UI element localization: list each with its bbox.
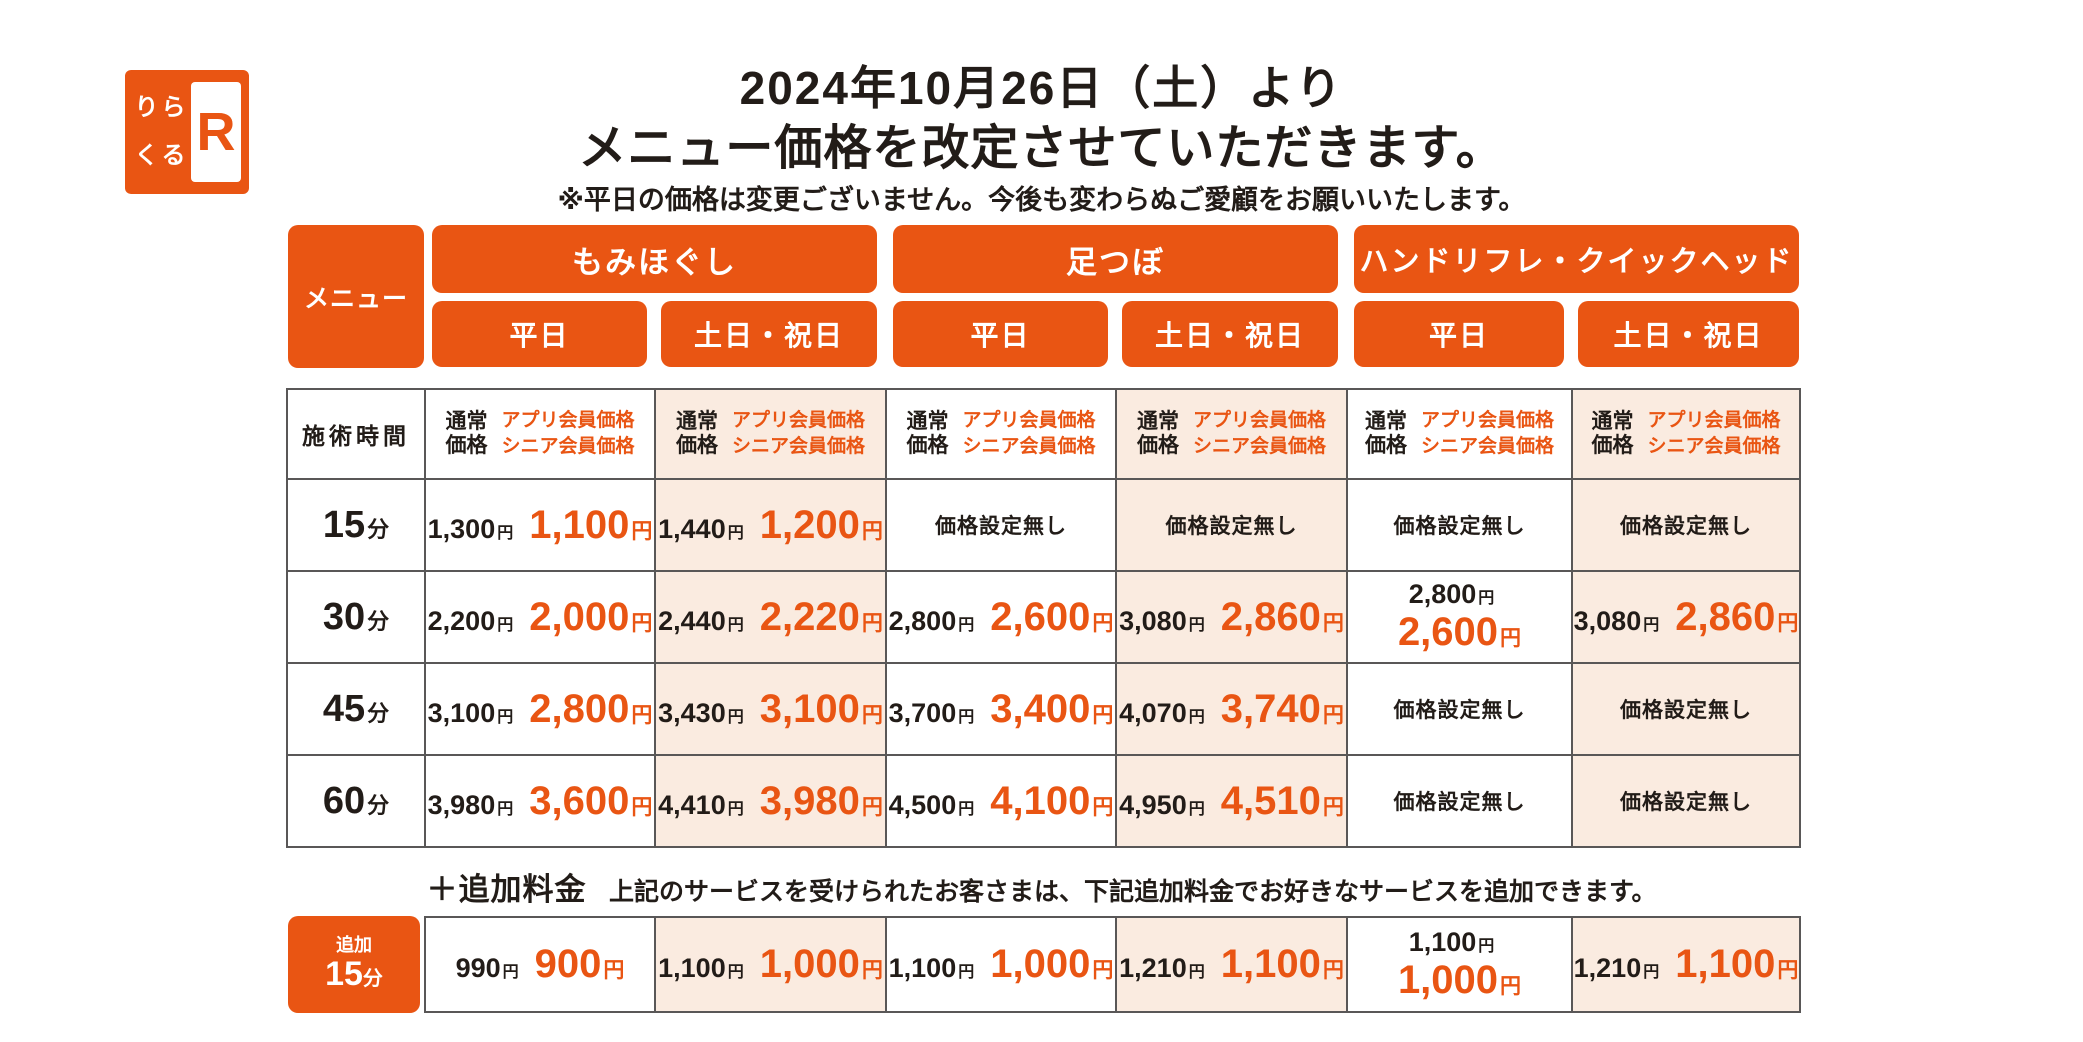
table-row-30min: 30分 2,200 円 2,000円 2,440 円 2,220円 2,800 円 2,60…: [286, 570, 1801, 664]
logo-r-box: R: [191, 82, 241, 182]
price-header-cell: 通常 価格 アプリ会員価格 シニア会員価格: [424, 388, 656, 480]
no-price-cell: 価格設定無し: [1346, 754, 1573, 848]
price-cell: 3,980 円 3,600円: [424, 754, 656, 848]
time-cell: 60分: [286, 754, 426, 848]
price-note: ※平日の価格は変更ございません。今後も変わらぬご愛顧をお願いいたします。: [557, 185, 1526, 215]
logo-kana-3: く: [134, 142, 159, 169]
addon-price-table: 990 円 900円 1,100 円 1,000円 1,100 円 1,000円 1,210…: [424, 916, 1801, 1013]
price-header-cell: 通常 価格 アプリ会員価格 シニア会員価格: [1115, 388, 1348, 480]
category-header-handrefle-quickhead: ハンドリフレ・クイックヘッド: [1354, 225, 1799, 293]
no-price-cell: 価格設定無し: [1571, 478, 1801, 572]
day-header-momihogushi-weekday: 平日: [432, 301, 647, 367]
price-cell: 4,500 円 4,100円: [885, 754, 1117, 848]
price-header-cell: 通常 価格 アプリ会員価格 シニア会員価格: [885, 388, 1117, 480]
price-cell: 4,410 円 3,980円: [654, 754, 887, 848]
price-table: 施術時間 通常 価格 アプリ会員価格 シニア会員価格 通常 価格 アプリ会員価格 シニア…: [286, 388, 1801, 848]
no-price-cell: 価格設定無し: [885, 478, 1117, 572]
price-cell: 3,080 円 2,860円: [1115, 570, 1348, 664]
price-cell: 1,300 円 1,100円: [424, 478, 656, 572]
logo-kana-1: り: [134, 94, 159, 121]
day-header-ashitsubo-weekday: 平日: [893, 301, 1108, 367]
no-price-cell: 価格設定無し: [1346, 478, 1573, 572]
addon-note: 上記のサービスを受けられたお客さまは、下記追加料金でお好きなサービスを追加できま…: [608, 878, 1657, 906]
no-price-cell: 価格設定無し: [1346, 662, 1573, 756]
price-cell: 1,210 円 1,100円: [1115, 916, 1348, 1013]
logo-kana-block: り ら く る: [133, 84, 187, 180]
day-header-momihogushi-weekend: 土日・祝日: [661, 301, 877, 367]
logo-r-mark: R: [196, 102, 236, 162]
day-header-ashitsubo-weekend: 土日・祝日: [1122, 301, 1338, 367]
price-cell: 1,210 円 1,100円: [1571, 916, 1801, 1013]
price-header-cell: 通常 価格 アプリ会員価格 シニア会員価格: [1346, 388, 1573, 480]
price-cell: 3,080 円 2,860円: [1571, 570, 1801, 664]
addon-note-line: ＋追加料金 上記のサービスを受けられたお客さまは、下記追加料金でお好きなサービス…: [0, 864, 2083, 909]
rirakuru-logo: り ら く る R: [125, 70, 249, 194]
category-header-momihogushi: もみほぐし: [432, 225, 877, 293]
price-table-header-row: 施術時間 通常 価格 アプリ会員価格 シニア会員価格 通常 価格 アプリ会員価格 シニア…: [286, 388, 1801, 480]
price-cell: 3,700 円 3,400円: [885, 662, 1117, 756]
menu-header-cell: メニュー: [288, 225, 424, 368]
time-cell: 30分: [286, 570, 426, 664]
table-row-15min: 15分 1,300 円 1,100円 1,440 円 1,200円 価格設定無し 価格設…: [286, 478, 1801, 572]
addon-heading: ＋追加料金: [426, 872, 587, 907]
price-cell: 4,950 円 4,510円: [1115, 754, 1348, 848]
logo-kana-2: ら: [161, 94, 186, 121]
table-row-45min: 45分 3,100 円 2,800円 3,430 円 3,100円 3,700 円 3,40…: [286, 662, 1801, 756]
price-cell: 3,100 円 2,800円: [424, 662, 656, 756]
page-title-main: メニュー価格を改定させていただきます。: [578, 122, 1505, 175]
no-price-cell: 価格設定無し: [1571, 754, 1801, 848]
price-cell: 3,430 円 3,100円: [654, 662, 887, 756]
addon-15min-label: 追加 15分: [288, 916, 420, 1013]
addon-price-row: 990 円 900円 1,100 円 1,000円 1,100 円 1,000円 1,210…: [424, 916, 1801, 1013]
price-header-cell: 通常 価格 アプリ会員価格 シニア会員価格: [654, 388, 887, 480]
day-header-handrefle-weekend: 土日・祝日: [1578, 301, 1799, 367]
price-cell: 990 円 900円: [424, 916, 656, 1013]
no-price-cell: 価格設定無し: [1115, 478, 1348, 572]
price-cell: 1,440 円 1,200円: [654, 478, 887, 572]
price-cell: 4,070 円 3,740円: [1115, 662, 1348, 756]
page-title-date: 2024年10月26日（土）より: [739, 62, 1344, 114]
table-row-60min: 60分 3,980 円 3,600円 4,410 円 3,980円 4,500 円 4,10…: [286, 754, 1801, 848]
time-cell: 15分: [286, 478, 426, 572]
price-header-cell: 通常 価格 アプリ会員価格 シニア会員価格: [1571, 388, 1801, 480]
time-cell: 45分: [286, 662, 426, 756]
time-header-cell: 施術時間: [286, 388, 426, 480]
logo-kana-4: る: [161, 142, 186, 169]
category-header-ashitsubo: 足つぼ: [893, 225, 1338, 293]
price-cell: 2,200 円 2,000円: [424, 570, 656, 664]
day-header-handrefle-weekday: 平日: [1354, 301, 1564, 367]
price-cell: 2,440 円 2,220円: [654, 570, 887, 664]
no-price-cell: 価格設定無し: [1571, 662, 1801, 756]
